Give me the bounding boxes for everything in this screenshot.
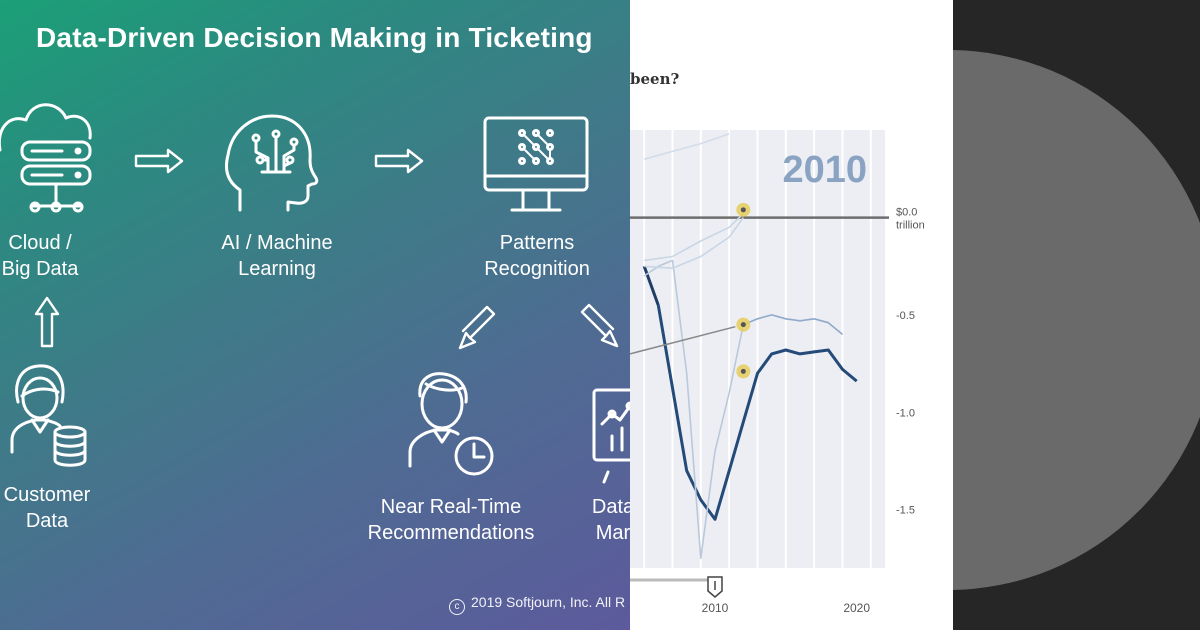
marker-dot-1 xyxy=(740,322,746,328)
datamart-label-line1: Data xyxy=(591,496,630,518)
annotation-arrow xyxy=(630,325,736,355)
series-line-3 xyxy=(643,259,745,560)
highlight-year-label: 2010 xyxy=(782,149,867,191)
series-line-2 xyxy=(742,314,844,336)
customer-label-line2: Data xyxy=(25,510,69,532)
chart-panel: 2010 $0.0 trillion -0.5 -1.0 -1.5 2010 2020 xyxy=(630,0,953,630)
gray-circle-graphic xyxy=(953,50,1200,590)
y-tick-label-3: -1.5 xyxy=(896,505,915,517)
cloud-server-icon xyxy=(0,103,92,213)
customer-data-label: Customer Data xyxy=(4,482,91,534)
realtime-label-line1: Near Real-Time xyxy=(380,496,522,518)
near-real-time-label: Near Real-Time Recommendations xyxy=(368,494,535,546)
datamart-label-line2: Mar xyxy=(595,522,630,544)
cloud-big-data-label: Cloud / Big Data xyxy=(2,230,79,282)
x-tick-label-0: 2010 xyxy=(702,601,729,615)
infographic-panel: Data-Driven Decision Making in Ticketing xyxy=(0,0,630,630)
grid-lines xyxy=(643,130,872,568)
series-line-0 xyxy=(642,265,660,306)
cloud-label-line1: Cloud / xyxy=(8,232,72,254)
series-line-4 xyxy=(644,213,744,262)
copyright-text: 2019 Softjourn, Inc. All R xyxy=(471,594,626,610)
marker-dot-0 xyxy=(740,207,746,213)
arrow-right-icon xyxy=(374,148,424,174)
patterns-label-line1: Patterns xyxy=(499,232,575,254)
customer-label-line1: Customer xyxy=(3,484,91,506)
side-panel xyxy=(953,0,1200,630)
arrow-up-icon xyxy=(34,296,60,348)
patterns-recognition-label: Patterns Recognition xyxy=(484,230,590,282)
x-tick-label-1: 2020 xyxy=(843,601,870,615)
series-group xyxy=(642,133,858,560)
marker-dot-2 xyxy=(740,368,746,374)
customer-database-icon xyxy=(10,364,87,467)
series-line-5 xyxy=(644,217,744,269)
person-clock-icon xyxy=(408,372,494,476)
arrow-right-icon xyxy=(134,148,184,174)
arrow-down-left-icon xyxy=(458,305,496,350)
series-line-6 xyxy=(643,133,730,160)
monitor-pattern-icon xyxy=(483,116,589,212)
data-mart-label: Data Mar xyxy=(592,494,630,546)
copyright-icon: c xyxy=(449,599,465,615)
y-tick-label-1: -0.5 xyxy=(896,310,915,322)
series-line-1 xyxy=(656,304,858,521)
y-tick-label-2: -1.0 xyxy=(896,407,915,419)
realtime-label-line2: Recommendations xyxy=(367,522,535,544)
y-tick-label-0: $0.0 xyxy=(896,207,917,219)
patterns-label-line2: Recognition xyxy=(484,258,590,280)
ai-label-line2: Learning xyxy=(238,258,316,280)
x-axis-ticks: 2010 2020 xyxy=(702,601,871,615)
arrow-down-right-icon xyxy=(580,303,619,348)
marker-group xyxy=(630,202,751,379)
brain-circuit-icon xyxy=(225,114,319,212)
copyright-notice: c 2019 Softjourn, Inc. All R xyxy=(449,594,625,615)
ai-label-line1: AI / Machine xyxy=(221,232,333,254)
dashboard-chart-icon xyxy=(592,388,630,484)
infographic-icons xyxy=(0,103,630,484)
chart-title: been? xyxy=(630,70,680,88)
cloud-label-line2: Big Data xyxy=(1,258,79,280)
ai-machine-learning-label: AI / Machine Learning xyxy=(221,230,332,282)
gray-circle-shape xyxy=(953,50,1200,590)
y-tick-sublabel-0: trillion xyxy=(896,220,925,232)
infographic-title: Data-Driven Decision Making in Ticketing xyxy=(36,22,593,53)
year-slider[interactable] xyxy=(630,576,723,598)
